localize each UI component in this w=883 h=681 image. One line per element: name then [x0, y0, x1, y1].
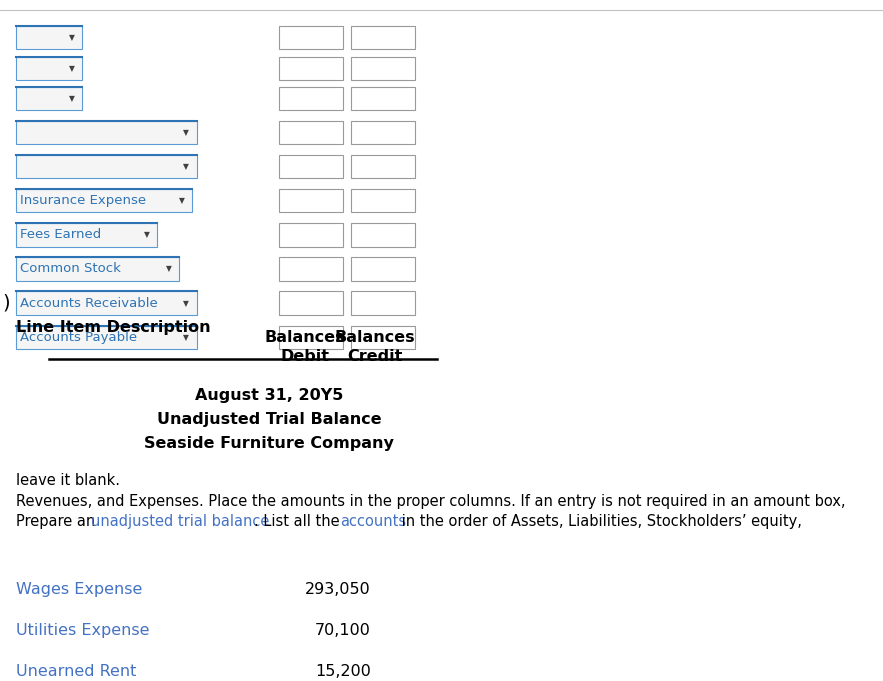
FancyBboxPatch shape [279, 26, 343, 49]
Text: Credit: Credit [348, 349, 403, 364]
FancyBboxPatch shape [351, 57, 415, 80]
Text: ▼: ▼ [166, 264, 171, 274]
Text: Accounts Payable: Accounts Payable [20, 330, 138, 344]
FancyBboxPatch shape [16, 326, 197, 349]
Text: ▼: ▼ [184, 128, 189, 138]
Text: ▼: ▼ [69, 63, 74, 73]
FancyBboxPatch shape [279, 121, 343, 144]
FancyBboxPatch shape [16, 257, 179, 281]
FancyBboxPatch shape [16, 291, 197, 315]
Text: 293,050: 293,050 [306, 582, 371, 597]
Text: Prepare an: Prepare an [16, 514, 100, 529]
FancyBboxPatch shape [351, 326, 415, 349]
FancyBboxPatch shape [16, 26, 82, 49]
FancyBboxPatch shape [351, 257, 415, 281]
Text: accounts: accounts [340, 514, 406, 529]
Text: Balances: Balances [264, 330, 345, 345]
FancyBboxPatch shape [279, 257, 343, 281]
Text: Line Item Description: Line Item Description [16, 320, 210, 335]
Text: 70,100: 70,100 [315, 623, 371, 638]
FancyBboxPatch shape [279, 223, 343, 247]
FancyBboxPatch shape [279, 155, 343, 178]
Text: ▼: ▼ [184, 298, 189, 308]
Text: Wages Expense: Wages Expense [16, 582, 142, 597]
FancyBboxPatch shape [279, 291, 343, 315]
FancyBboxPatch shape [16, 121, 197, 144]
Text: . List all the: . List all the [254, 514, 344, 529]
FancyBboxPatch shape [351, 87, 415, 110]
Text: ▼: ▼ [179, 196, 185, 206]
FancyBboxPatch shape [279, 57, 343, 80]
Text: Insurance Expense: Insurance Expense [20, 194, 147, 208]
Text: Fees Earned: Fees Earned [20, 228, 102, 242]
Text: Debit: Debit [280, 349, 329, 364]
FancyBboxPatch shape [279, 189, 343, 212]
FancyBboxPatch shape [351, 291, 415, 315]
Text: Accounts Receivable: Accounts Receivable [20, 296, 158, 310]
FancyBboxPatch shape [16, 223, 157, 247]
Text: unadjusted trial balance: unadjusted trial balance [91, 514, 269, 529]
FancyBboxPatch shape [351, 223, 415, 247]
FancyBboxPatch shape [351, 189, 415, 212]
FancyBboxPatch shape [16, 57, 82, 80]
Text: ): ) [3, 294, 11, 313]
Text: 15,200: 15,200 [315, 664, 371, 679]
Text: Seaside Furniture Company: Seaside Furniture Company [145, 436, 394, 451]
Text: ▼: ▼ [144, 230, 149, 240]
FancyBboxPatch shape [351, 121, 415, 144]
Text: Common Stock: Common Stock [20, 262, 121, 276]
Text: Unearned Rent: Unearned Rent [16, 664, 136, 679]
Text: ▼: ▼ [69, 33, 74, 42]
Text: leave it blank.: leave it blank. [16, 473, 120, 488]
Text: in the order of Assets, Liabilities, Stockholders’ equity,: in the order of Assets, Liabilities, Sto… [396, 514, 802, 529]
Text: ▼: ▼ [69, 94, 74, 104]
Text: Balances: Balances [335, 330, 416, 345]
Text: August 31, 20Y5: August 31, 20Y5 [195, 388, 343, 403]
Text: Unadjusted Trial Balance: Unadjusted Trial Balance [157, 412, 381, 427]
FancyBboxPatch shape [279, 87, 343, 110]
Text: Revenues, and Expenses. Place the amounts in the proper columns. If an entry is : Revenues, and Expenses. Place the amount… [16, 494, 845, 509]
FancyBboxPatch shape [16, 155, 197, 178]
FancyBboxPatch shape [351, 155, 415, 178]
Text: ▼: ▼ [184, 332, 189, 342]
FancyBboxPatch shape [16, 87, 82, 110]
Text: Utilities Expense: Utilities Expense [16, 623, 149, 638]
FancyBboxPatch shape [16, 189, 192, 212]
Text: ▼: ▼ [184, 162, 189, 172]
FancyBboxPatch shape [279, 326, 343, 349]
FancyBboxPatch shape [351, 26, 415, 49]
